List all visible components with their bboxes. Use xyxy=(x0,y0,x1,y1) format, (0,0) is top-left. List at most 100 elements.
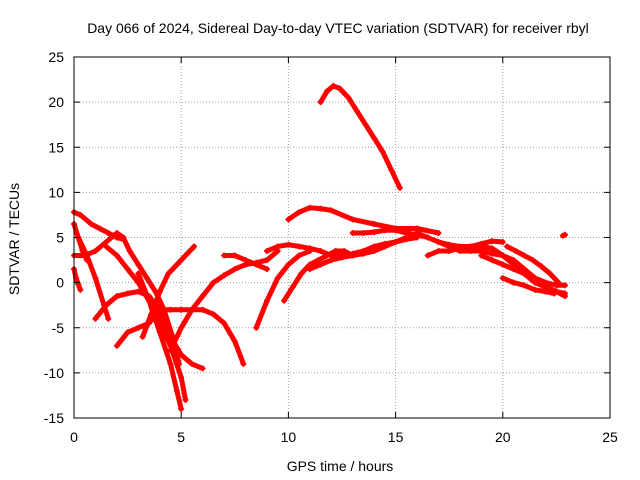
data-point xyxy=(178,374,185,381)
data-point xyxy=(424,252,431,259)
data-point xyxy=(156,329,163,336)
data-point xyxy=(92,315,99,322)
series-arc-16 xyxy=(253,248,313,331)
data-point xyxy=(77,211,84,218)
data-point xyxy=(146,297,153,304)
data-point xyxy=(124,329,131,336)
data-point xyxy=(379,148,386,155)
series-arc-28 xyxy=(559,231,568,239)
data-point xyxy=(529,257,536,264)
series-trace xyxy=(253,248,313,331)
data-point xyxy=(167,347,174,354)
x-tick-label: 25 xyxy=(602,429,618,445)
data-point xyxy=(499,239,506,246)
data-point xyxy=(182,252,189,259)
data-point xyxy=(113,293,120,300)
data-point xyxy=(371,229,378,236)
data-point xyxy=(135,324,142,331)
y-tick-label: -5 xyxy=(52,320,65,336)
data-point xyxy=(323,252,330,259)
data-point xyxy=(435,229,442,236)
data-point xyxy=(510,279,517,286)
data-point xyxy=(167,306,174,313)
data-point xyxy=(381,243,388,250)
data-point xyxy=(296,209,303,216)
data-point xyxy=(135,261,142,268)
data-point xyxy=(124,266,131,273)
data-point xyxy=(167,360,174,367)
data-point xyxy=(317,99,324,106)
data-point xyxy=(489,257,496,264)
data-point xyxy=(113,252,120,259)
data-point xyxy=(499,252,506,259)
data-point xyxy=(435,248,442,255)
data-point xyxy=(221,252,228,259)
data-point xyxy=(435,239,442,246)
y-tick-label: 20 xyxy=(48,94,64,110)
data-point xyxy=(178,405,185,412)
series-arc-20 xyxy=(317,82,403,191)
x-tick-label: 20 xyxy=(495,429,511,445)
axis-ticks xyxy=(73,56,611,419)
data-point xyxy=(349,216,356,223)
data-point xyxy=(126,248,133,255)
data-point xyxy=(371,248,378,255)
data-point xyxy=(178,351,185,358)
series-trace xyxy=(71,266,83,293)
data-point xyxy=(221,272,228,279)
data-point xyxy=(349,229,356,236)
x-tick-label: 10 xyxy=(281,429,297,445)
data-point xyxy=(231,338,238,345)
y-tick-label: -15 xyxy=(44,410,64,426)
series-arc-14 xyxy=(167,248,281,354)
data-point xyxy=(173,387,180,394)
x-axis-label: GPS time / hours xyxy=(287,458,394,474)
data-point xyxy=(349,252,356,259)
data-point xyxy=(478,252,485,259)
data-point xyxy=(542,288,549,295)
data-point xyxy=(499,261,506,268)
data-point xyxy=(424,234,431,241)
data-point xyxy=(354,108,361,115)
data-point xyxy=(306,266,313,273)
data-point xyxy=(296,252,303,259)
data-point xyxy=(332,248,339,255)
series-arc-12 xyxy=(139,243,198,340)
data-point xyxy=(317,261,324,268)
data-point xyxy=(561,231,568,238)
data-point xyxy=(396,184,403,191)
data-point xyxy=(388,166,395,173)
data-point xyxy=(253,324,260,331)
data-point xyxy=(188,360,195,367)
series-arc-15 xyxy=(221,252,270,273)
data-point xyxy=(143,275,150,282)
data-point xyxy=(521,282,528,289)
data-point xyxy=(285,261,292,268)
data-point xyxy=(103,243,110,250)
y-tick-label: 15 xyxy=(48,139,64,155)
data-point xyxy=(139,333,146,340)
data-point xyxy=(467,248,474,255)
data-point xyxy=(510,257,517,264)
series-arc-25 xyxy=(478,252,568,289)
data-point xyxy=(156,288,163,295)
data-point xyxy=(83,252,90,259)
data-point xyxy=(330,82,337,89)
data-point xyxy=(135,288,142,295)
data-point xyxy=(231,266,238,273)
data-point xyxy=(103,302,110,309)
y-axis-label: SDTVAR / TECUs xyxy=(6,183,22,295)
data-point xyxy=(551,290,558,297)
data-point xyxy=(298,270,305,277)
data-point xyxy=(323,88,330,95)
data-point xyxy=(317,205,324,212)
data-point xyxy=(289,284,296,291)
data-point xyxy=(546,270,553,277)
data-point xyxy=(263,266,270,273)
y-tick-label: 25 xyxy=(48,49,64,65)
data-point xyxy=(561,290,568,297)
data-point xyxy=(113,342,120,349)
data-point xyxy=(263,248,270,255)
